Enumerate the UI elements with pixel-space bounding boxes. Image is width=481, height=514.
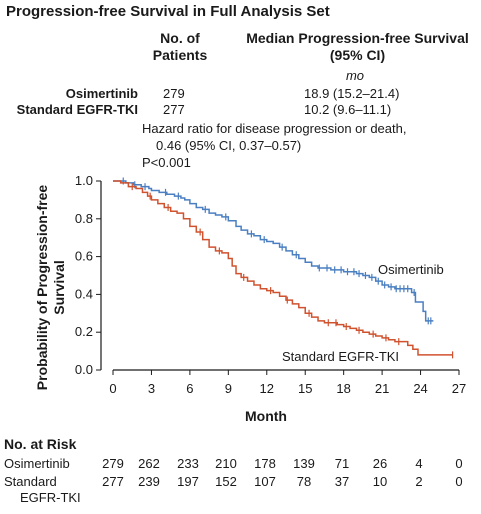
y-tick-label: 1.0: [75, 173, 93, 188]
series-label-0: Osimertinib: [378, 262, 444, 277]
chart-title: Progression-free Survival in Full Analys…: [6, 3, 330, 20]
group-patients-osimertinib: 279: [163, 86, 185, 101]
risk-cell: 239: [138, 474, 160, 489]
survival-curve-0: [113, 180, 434, 322]
x-tick-label: 6: [186, 381, 193, 396]
median-unit: mo: [345, 68, 365, 83]
y-tick-label: 0.4: [75, 286, 93, 301]
median-header: Median Progression-free Survival (95% CI…: [235, 30, 480, 64]
x-tick-label: 12: [260, 381, 274, 396]
risk-row-label: EGFR-TKI: [20, 490, 81, 505]
survival-curve-1: [113, 180, 453, 356]
group-name-standard: Standard EGFR-TKI: [16, 102, 138, 117]
risk-cell: 2: [415, 474, 423, 489]
x-tick-label: 15: [298, 381, 312, 396]
risk-cell: 262: [138, 456, 160, 471]
y-tick-label: 0.8: [75, 211, 93, 226]
group-patients-standard: 277: [163, 102, 185, 117]
median-header-line2: (95% CI): [329, 47, 386, 63]
patients-header: No. of Patients: [140, 30, 220, 64]
risk-cell: 10: [372, 474, 388, 489]
group-median-osimertinib: 18.9 (15.2–21.4): [304, 86, 400, 101]
risk-cell: 197: [177, 474, 199, 489]
risk-cell: 37: [334, 474, 350, 489]
x-tick-label: 3: [148, 381, 155, 396]
risk-cell: 0: [455, 456, 463, 471]
x-tick-label: 21: [375, 381, 389, 396]
y-axis-label-line1: Probability of Progression-free: [34, 185, 50, 391]
risk-cell: 279: [102, 456, 124, 471]
x-tick-label: 0: [109, 381, 116, 396]
risk-table-title: No. at Risk: [4, 436, 77, 452]
risk-cell: 4: [415, 456, 423, 471]
y-axis-label-line2: Survival: [51, 260, 67, 314]
x-axis-label: Month: [245, 408, 287, 424]
y-tick-label: 0.0: [75, 362, 93, 377]
risk-cell: 233: [177, 456, 199, 471]
median-header-line1: Median Progression-free Survival: [246, 30, 469, 46]
patients-header-line2: Patients: [152, 47, 208, 63]
risk-row-label: Standard: [4, 474, 57, 489]
risk-row-label: Osimertinib: [4, 456, 70, 471]
risk-cell: 210: [215, 456, 237, 471]
risk-cell: 139: [293, 456, 315, 471]
group-name-osimertinib: Osimertinib: [65, 86, 138, 101]
x-tick-label: 18: [336, 381, 350, 396]
risk-cell: 0: [455, 474, 463, 489]
risk-cell: 78: [296, 474, 312, 489]
y-tick-label: 0.6: [75, 249, 93, 264]
risk-cell: 26: [372, 456, 388, 471]
patients-header-line1: No. of: [160, 30, 200, 46]
x-tick-label: 24: [413, 381, 427, 396]
hazard-line2: 0.46 (95% CI, 0.37–0.57): [156, 138, 302, 153]
p-value: P<0.001: [142, 155, 191, 170]
risk-cell: 152: [215, 474, 237, 489]
series-label-1: Standard EGFR-TKI: [282, 349, 399, 364]
risk-cell: 178: [254, 456, 276, 471]
risk-cell: 277: [102, 474, 124, 489]
risk-cell: 107: [254, 474, 276, 489]
y-tick-label: 0.2: [75, 324, 93, 339]
hazard-line1: Hazard ratio for disease progression or …: [142, 121, 407, 136]
group-median-standard: 10.2 (9.6–11.1): [304, 102, 392, 117]
x-tick-label: 9: [225, 381, 232, 396]
risk-cell: 71: [334, 456, 350, 471]
x-tick-label: 27: [452, 381, 466, 396]
